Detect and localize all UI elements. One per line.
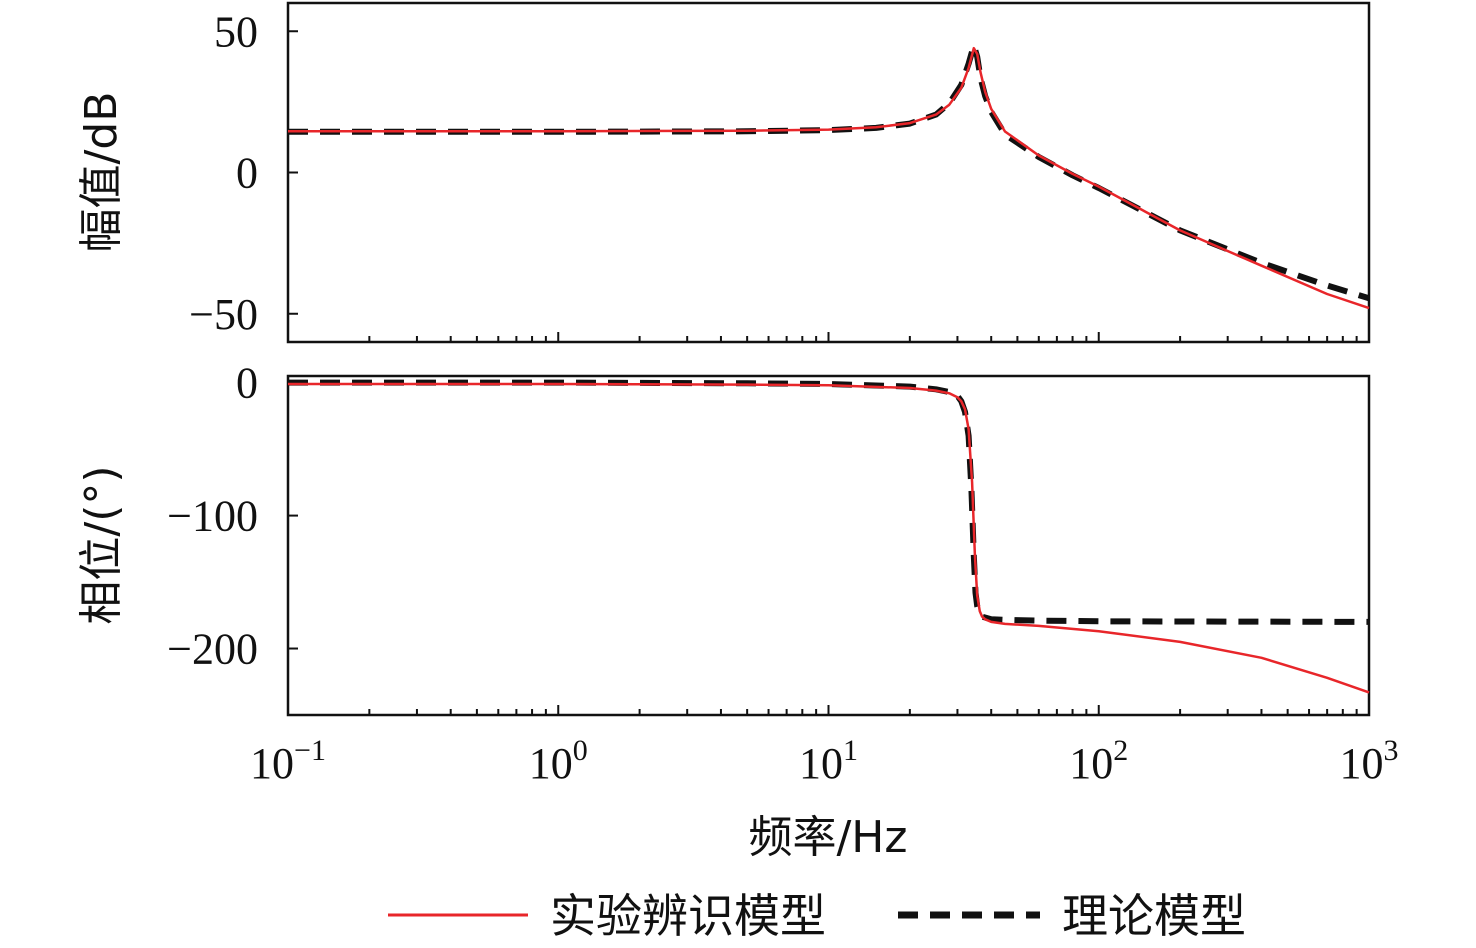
magnitude-series (288, 42, 1370, 310)
series-line-theoretical (288, 42, 1370, 302)
legend-label-theoretical: 理论模型 (1062, 889, 1246, 943)
y-tick-label: 0 (236, 149, 258, 198)
magnitude-y-axis-label: 幅值/dB (76, 92, 127, 253)
x-tick-label: 100 (529, 734, 588, 788)
magnitude-panel: 50 0 −50 幅值/dB (76, 1, 1371, 344)
magnitude-ticks (287, 30, 1370, 342)
x-tick-label: 10−1 (250, 734, 326, 788)
y-tick-label: −200 (167, 625, 258, 674)
series-line-experimental (288, 382, 1370, 694)
series-line-experimental (288, 46, 1370, 310)
x-tick-label: 103 (1340, 734, 1399, 788)
magnitude-plot-frame (286, 1, 1371, 344)
y-tick-label: −100 (167, 492, 258, 541)
x-tick-labels: 10−1 100 101 102 103 (250, 734, 1398, 788)
y-tick-label: −50 (189, 290, 258, 339)
phase-y-tick-labels: 0 −100 −200 (167, 359, 258, 674)
legend-label-experimental: 实验辨识模型 (550, 889, 826, 943)
legend: 实验辨识模型 理论模型 (388, 889, 1246, 943)
phase-plot-frame (286, 374, 1371, 717)
x-tick-label: 101 (799, 734, 858, 788)
x-axis-label: 频率/Hz (748, 812, 907, 863)
phase-panel: 0 −100 −200 相位/(°) (76, 359, 1371, 717)
series-line-theoretical (288, 379, 1370, 625)
phase-y-axis-label: 相位/(°) (76, 465, 127, 624)
magnitude-y-tick-labels: 50 0 −50 (189, 7, 258, 339)
phase-series (288, 379, 1370, 694)
phase-ticks (287, 381, 1370, 715)
y-tick-label: 0 (236, 359, 258, 408)
y-tick-label: 50 (214, 7, 258, 56)
x-tick-label: 102 (1069, 734, 1128, 788)
